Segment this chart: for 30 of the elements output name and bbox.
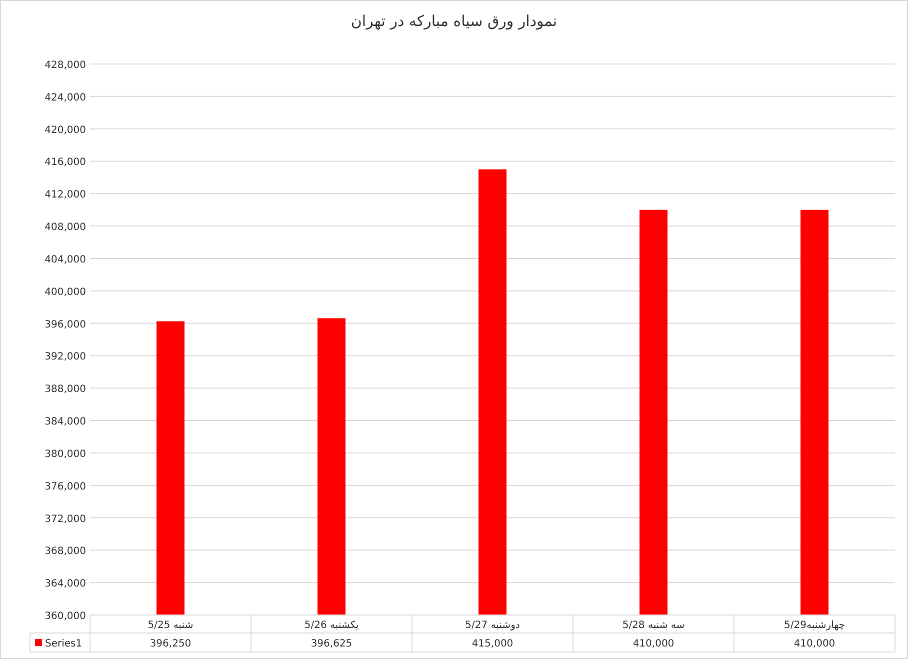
y-tick-label: 360,000 (44, 611, 86, 622)
y-tick-label: 404,000 (44, 254, 86, 266)
data-label: 396,625 (310, 638, 352, 650)
x-tick-label: یکشنبه 5/26 (304, 620, 359, 631)
y-tick-label: 392,000 (44, 352, 86, 363)
y-tick-label: 396,000 (44, 319, 86, 330)
y-tick-label: 412,000 (44, 190, 86, 201)
data-label: 415,000 (472, 638, 514, 650)
y-tick-label: 372,000 (44, 514, 86, 525)
y-tick-label: 380,000 (44, 448, 86, 460)
y-tick-label: 416,000 (44, 157, 86, 168)
x-tick-label: دوشنبه 5/27 (465, 620, 520, 631)
y-tick-label: 400,000 (44, 286, 86, 298)
data-label: 410,000 (632, 638, 674, 650)
data-label: 410,000 (794, 638, 836, 650)
y-tick-label: 420,000 (44, 124, 86, 136)
y-tick-label: 376,000 (44, 481, 86, 492)
y-tick-label: 368,000 (44, 546, 86, 558)
y-tick-label: 408,000 (44, 222, 86, 234)
x-tick-label: سه شنبه 5/28 (622, 620, 685, 631)
y-tick-label: 428,000 (44, 60, 86, 71)
data-label: 396,250 (150, 638, 192, 650)
y-tick-label: 388,000 (44, 384, 86, 396)
chart-title: نمودار ورق سیاه مبارکه در تهران (350, 12, 558, 30)
y-tick-label: 364,000 (44, 578, 86, 590)
y-tick-label: 384,000 (44, 416, 86, 428)
x-tick-label: شنبه 5/25 (148, 620, 194, 631)
legend-label: Series1 (45, 638, 82, 650)
x-tick-label: چهارشنبه5/29 (784, 620, 845, 631)
y-tick-label: 424,000 (44, 92, 86, 104)
